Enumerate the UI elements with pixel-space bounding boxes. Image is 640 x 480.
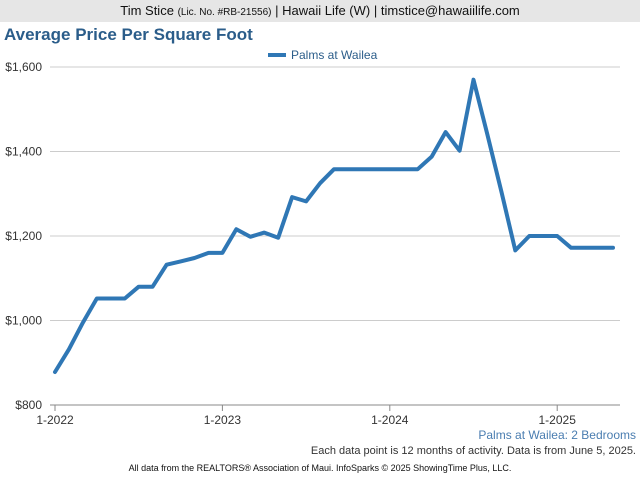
data-point bbox=[138, 286, 140, 288]
y-tick-label: $800 bbox=[15, 398, 42, 412]
chart-legend: Palms at Wailea bbox=[268, 48, 378, 62]
data-point bbox=[333, 168, 335, 170]
data-point bbox=[445, 131, 447, 133]
y-axis-tick-labels: $800 $1,000 $1,200 $1,400 $1,600 bbox=[5, 60, 42, 412]
data-point bbox=[110, 298, 112, 300]
footer-credit: All data from the REALTORS® Association … bbox=[128, 463, 512, 473]
license-number: (Lic. No. #RB-21556) bbox=[177, 7, 272, 18]
company-name: | Hawaii Life (W) | bbox=[275, 3, 378, 18]
data-point bbox=[263, 232, 265, 234]
data-point bbox=[361, 168, 363, 170]
data-point bbox=[570, 247, 572, 249]
x-tick-label: 1-2023 bbox=[204, 413, 242, 427]
gridlines bbox=[50, 66, 620, 406]
series-line bbox=[53, 77, 615, 374]
chart-title: Average Price Per Square Foot bbox=[4, 25, 253, 44]
legend-label: Palms at Wailea bbox=[291, 48, 378, 62]
y-tick-label: $1,600 bbox=[5, 60, 42, 74]
data-point bbox=[291, 196, 293, 198]
data-point bbox=[180, 260, 182, 262]
x-tick-label: 1-2024 bbox=[371, 413, 409, 427]
data-point bbox=[305, 200, 307, 202]
data-point bbox=[152, 286, 154, 288]
agent-name: Tim Stice bbox=[120, 3, 174, 18]
data-point bbox=[277, 237, 279, 239]
x-tick-label: 1-2022 bbox=[36, 413, 74, 427]
data-point bbox=[473, 79, 474, 81]
data-point bbox=[459, 150, 461, 152]
data-point bbox=[124, 298, 126, 300]
x-tick-label: 1-2025 bbox=[539, 413, 577, 427]
data-point bbox=[249, 236, 251, 238]
data-point bbox=[194, 257, 195, 259]
data-point bbox=[389, 168, 391, 170]
data-point bbox=[96, 298, 98, 300]
data-point bbox=[514, 249, 516, 251]
y-tick-label: $1,400 bbox=[5, 145, 42, 159]
y-tick-label: $1,200 bbox=[5, 229, 42, 243]
data-point bbox=[486, 134, 488, 136]
data-point bbox=[542, 235, 544, 237]
data-point bbox=[347, 168, 349, 170]
data-point bbox=[82, 322, 84, 324]
data-point bbox=[221, 252, 223, 254]
data-point bbox=[68, 348, 70, 350]
data-point bbox=[500, 191, 502, 193]
data-point bbox=[207, 252, 209, 254]
series-lines bbox=[53, 77, 615, 374]
x-axis: 1-2022 1-2023 1-2024 1-2025 bbox=[36, 405, 576, 427]
data-point bbox=[375, 168, 377, 170]
data-point bbox=[431, 156, 433, 158]
data-point bbox=[54, 371, 56, 373]
data-point bbox=[556, 235, 558, 237]
y-tick-label: $1,000 bbox=[5, 314, 42, 328]
data-note: Each data point is 12 months of activity… bbox=[310, 445, 636, 457]
data-point bbox=[403, 168, 405, 170]
data-point bbox=[319, 182, 321, 184]
data-point bbox=[584, 247, 586, 249]
data-point bbox=[598, 247, 600, 249]
agent-email: timstice@hawaiilife.com bbox=[380, 3, 520, 18]
data-point bbox=[235, 228, 237, 230]
chart-subtitle: Palms at Wailea: 2 Bedrooms bbox=[478, 428, 636, 442]
agent-header-bar: Tim Stice (Lic. No. #RB-21556) | Hawaii … bbox=[0, 0, 640, 22]
data-point bbox=[612, 247, 614, 249]
data-point bbox=[166, 264, 168, 266]
data-point bbox=[528, 235, 530, 237]
data-point bbox=[417, 168, 419, 170]
